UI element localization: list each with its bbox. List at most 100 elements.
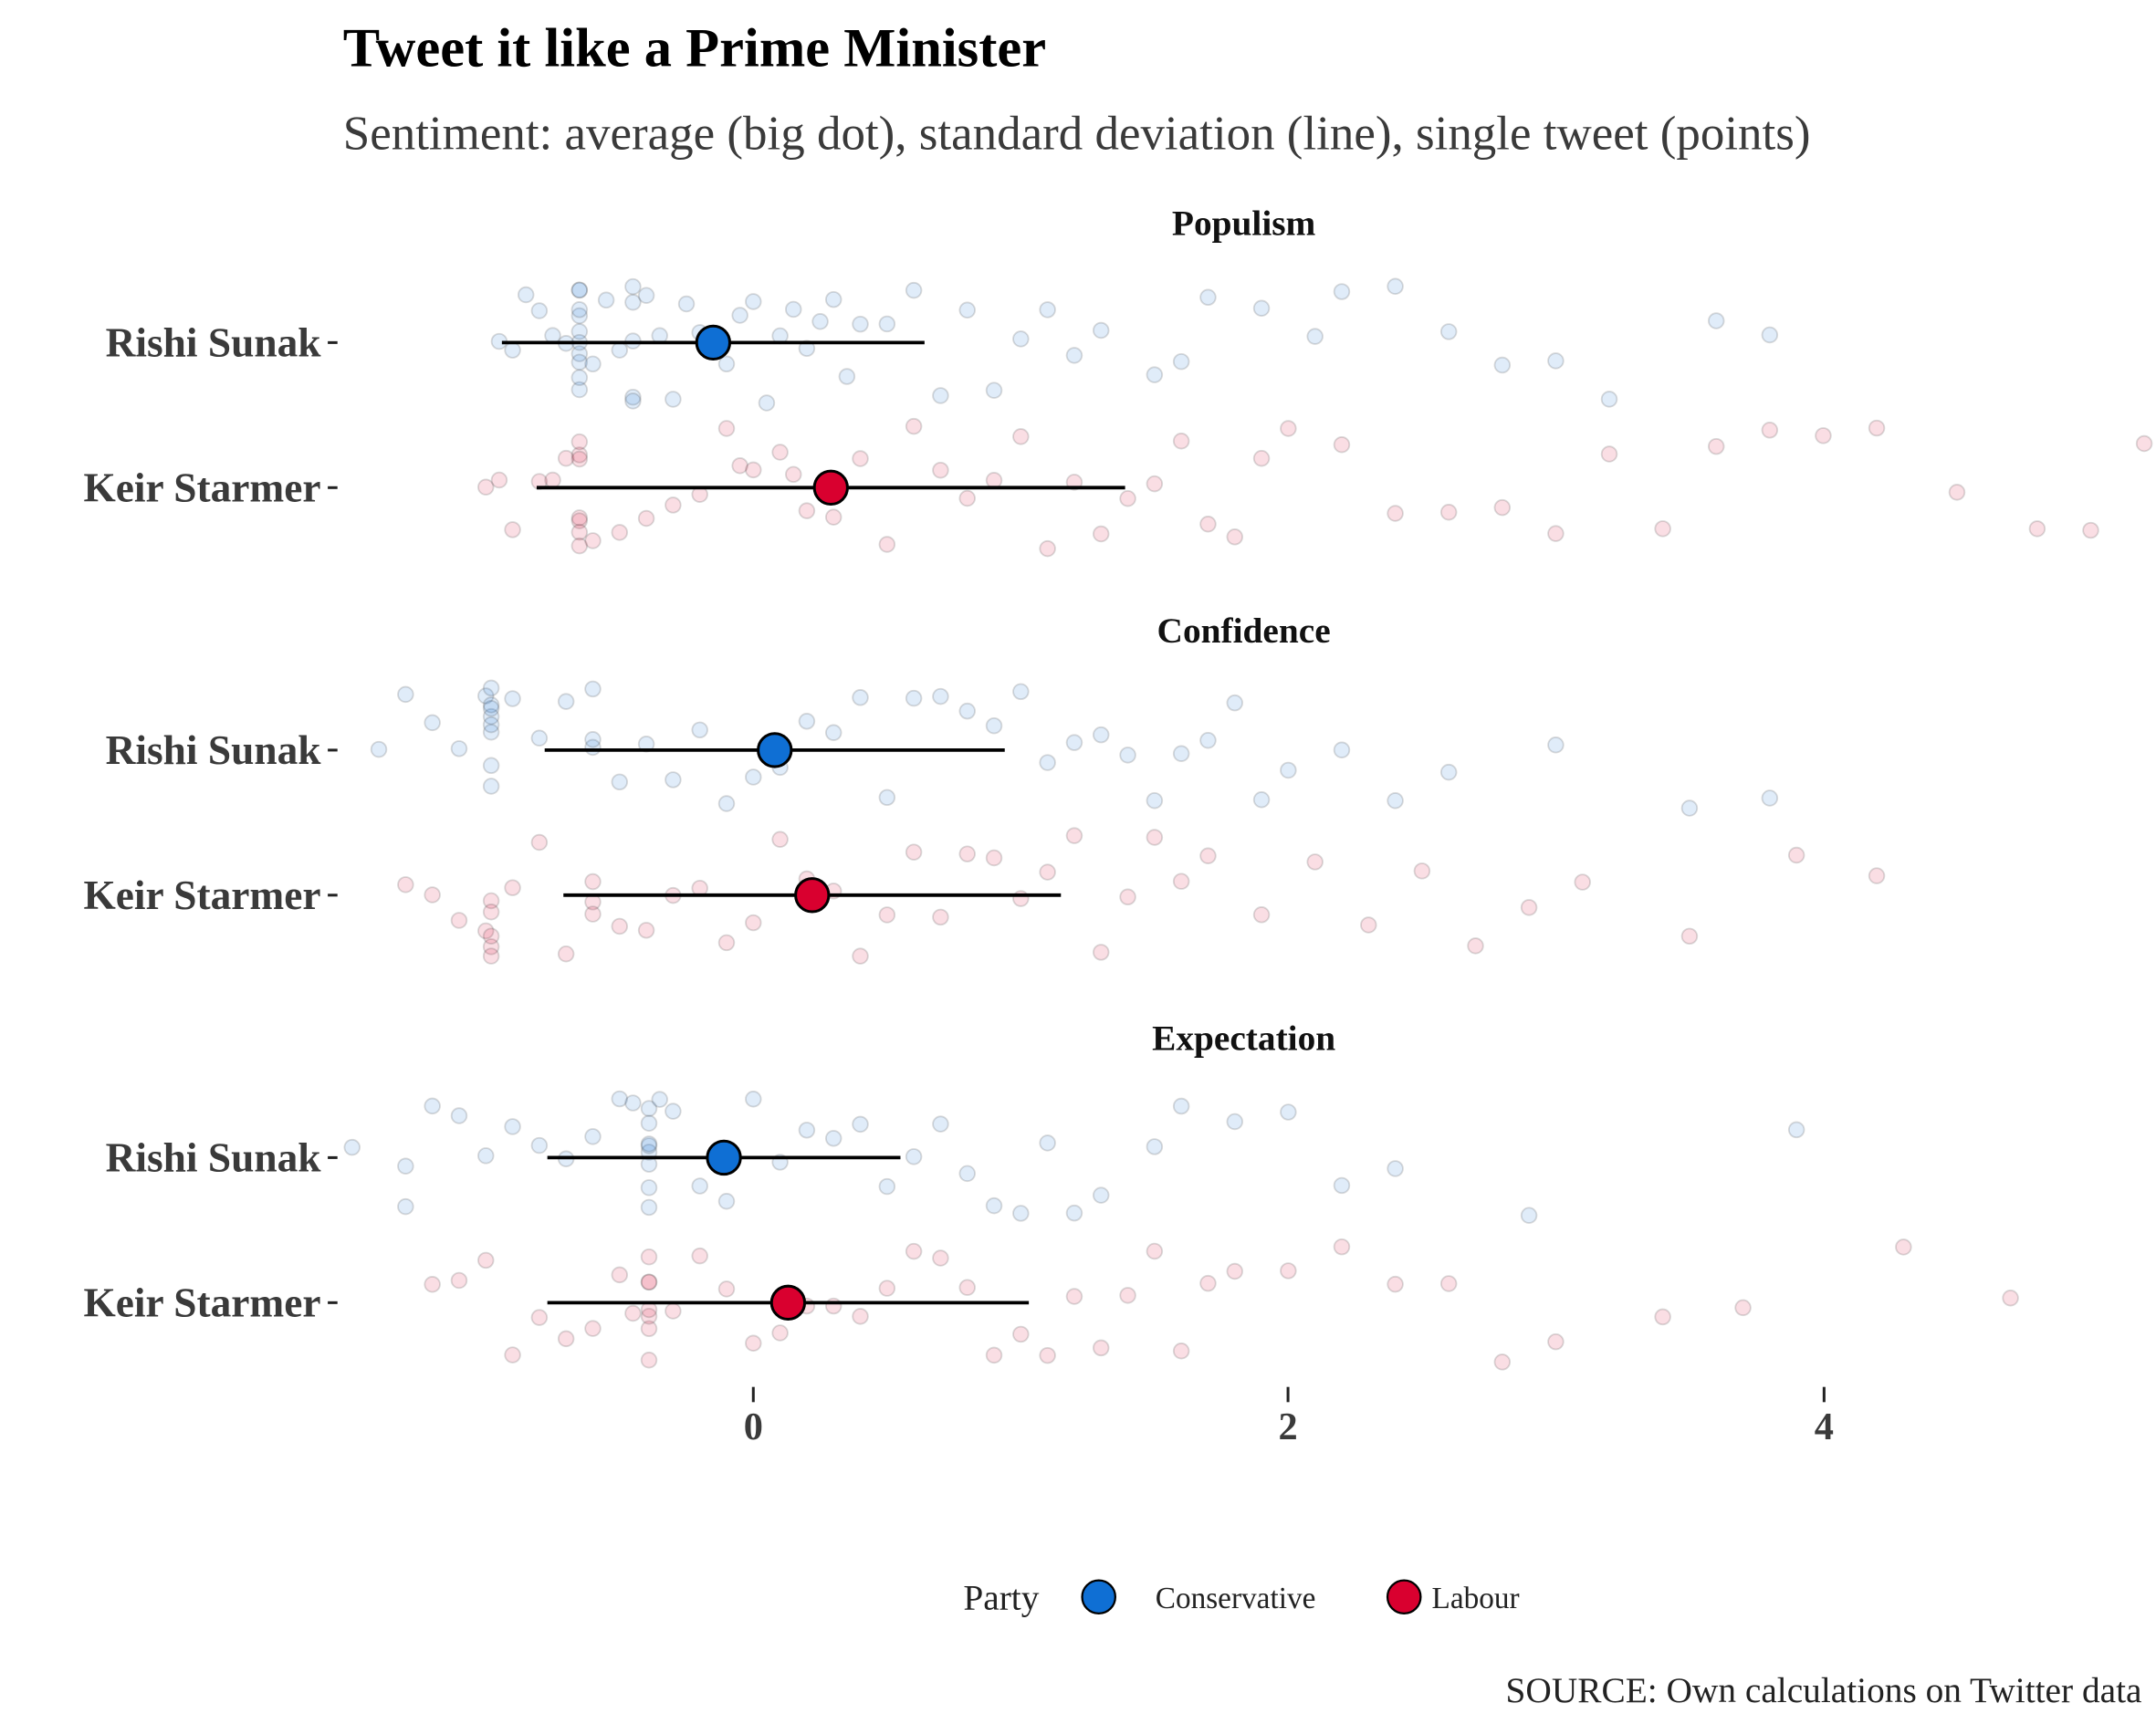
tweet-point bbox=[717, 420, 736, 437]
x-axis: 0 2 4 bbox=[744, 1386, 1834, 1448]
y-tick-label: Rishi Sunak bbox=[106, 1135, 322, 1181]
tweet-point bbox=[424, 1276, 441, 1293]
tweet-point bbox=[1547, 736, 1565, 754]
mean-dot bbox=[706, 1139, 742, 1176]
tweet-point bbox=[570, 353, 589, 371]
tweet-point bbox=[1119, 747, 1136, 764]
tweet-point bbox=[1387, 277, 1404, 295]
x-tick-label: 2 bbox=[1278, 1405, 1297, 1448]
tweet-point bbox=[958, 1165, 976, 1183]
tweet-point bbox=[611, 524, 629, 541]
tweet-point bbox=[798, 502, 816, 519]
tweet-point bbox=[1226, 1262, 1243, 1280]
tweet-point bbox=[2135, 434, 2153, 453]
tweet-point bbox=[570, 446, 589, 464]
tweet-point bbox=[1895, 1238, 1912, 1256]
tweet-point bbox=[640, 1114, 658, 1132]
tweet-point bbox=[584, 1320, 602, 1337]
tweet-point bbox=[1252, 791, 1271, 809]
tweet-point bbox=[570, 307, 589, 325]
chart-subtitle: Sentiment: average (big dot), standard d… bbox=[343, 107, 1811, 160]
tweet-point bbox=[504, 1118, 521, 1135]
tweet-point bbox=[1012, 1205, 1030, 1222]
tweet-point bbox=[798, 340, 816, 358]
tweet-point bbox=[482, 892, 500, 910]
tweet-point bbox=[878, 789, 896, 807]
tweet-point bbox=[985, 1196, 1003, 1215]
tweet-point bbox=[397, 1157, 414, 1175]
y-tick-label: Keir Starmer bbox=[83, 465, 320, 510]
tweet-point bbox=[1093, 726, 1110, 744]
tweet-point bbox=[1333, 1238, 1351, 1256]
tweet-point bbox=[1547, 525, 1565, 542]
tweet-point bbox=[1039, 1346, 1056, 1364]
tweet-point bbox=[1387, 1160, 1404, 1177]
tweet-point bbox=[1146, 475, 1164, 493]
tweet-point bbox=[1387, 505, 1404, 522]
tweet-point bbox=[1039, 863, 1056, 881]
tweet-point bbox=[570, 345, 589, 362]
tweet-point bbox=[758, 394, 776, 412]
tweet-point bbox=[1333, 741, 1351, 758]
tweet-point bbox=[785, 465, 802, 484]
tweet-point bbox=[1065, 827, 1083, 844]
tweet-point bbox=[731, 457, 748, 475]
tweet-point bbox=[1226, 694, 1243, 712]
tweet-point bbox=[665, 1102, 682, 1120]
tweet-point bbox=[905, 843, 923, 861]
tweet-point bbox=[665, 391, 682, 408]
tweet-point bbox=[1787, 1121, 1805, 1139]
tweet-point bbox=[985, 381, 1003, 399]
tweet-point bbox=[1600, 391, 1618, 408]
tweet-point bbox=[1574, 873, 1591, 891]
tweet-point bbox=[717, 795, 736, 812]
tweet-point bbox=[824, 290, 843, 308]
tweet-point bbox=[1172, 745, 1190, 762]
y-tick-label: Keir Starmer bbox=[83, 1280, 320, 1325]
tweet-point bbox=[504, 690, 521, 707]
tweet-point bbox=[1280, 420, 1297, 437]
tweet-point bbox=[1761, 326, 1779, 344]
tweet-point bbox=[570, 523, 589, 541]
tweet-point bbox=[1493, 1353, 1512, 1371]
tweet-point bbox=[640, 1198, 658, 1217]
tweet-point bbox=[530, 302, 549, 319]
tweet-point bbox=[570, 301, 589, 319]
tweet-point bbox=[958, 1279, 976, 1296]
tweet-point bbox=[1146, 829, 1164, 846]
tweet-point bbox=[1654, 520, 1671, 538]
tweet-point bbox=[530, 729, 549, 747]
tweet-point bbox=[504, 521, 521, 538]
tweet-point bbox=[824, 508, 843, 526]
tweet-point bbox=[745, 1091, 762, 1108]
tweet-point bbox=[1093, 1339, 1110, 1357]
tweet-point bbox=[1172, 872, 1190, 890]
tweet-point bbox=[717, 1193, 736, 1210]
tweet-point bbox=[1761, 789, 1779, 807]
tweet-point bbox=[1439, 763, 1458, 781]
facet-confidence: Confidence Rishi Sunak Keir Starmer bbox=[83, 611, 1886, 965]
tweet-point bbox=[584, 905, 602, 923]
tweet-point bbox=[1360, 916, 1377, 934]
tweet-point bbox=[482, 724, 500, 741]
tweet-point bbox=[1948, 484, 1966, 501]
tweet-point bbox=[1252, 906, 1271, 924]
facet-populism: Populism Rishi Sunak Keir Starmer bbox=[83, 203, 2153, 558]
tweet-point bbox=[1172, 1343, 1190, 1360]
tweet-point bbox=[905, 1148, 923, 1165]
tweet-point bbox=[985, 849, 1003, 867]
tweet-point bbox=[1012, 428, 1030, 445]
tweet-point bbox=[1707, 437, 1725, 455]
tweet-point bbox=[370, 740, 388, 758]
tweet-point bbox=[838, 368, 856, 385]
tweet-point bbox=[824, 1130, 843, 1147]
tweet-point bbox=[1172, 433, 1190, 450]
tweet-point bbox=[482, 778, 500, 795]
tweet-point bbox=[1413, 862, 1431, 880]
facet-label: Expectation bbox=[1152, 1018, 1335, 1058]
mean-dot bbox=[769, 1284, 807, 1322]
legend-title: Party bbox=[963, 1577, 1039, 1617]
tweet-point bbox=[1146, 1138, 1164, 1155]
x-tick-label: 0 bbox=[744, 1405, 763, 1448]
tweet-point bbox=[640, 1273, 658, 1290]
